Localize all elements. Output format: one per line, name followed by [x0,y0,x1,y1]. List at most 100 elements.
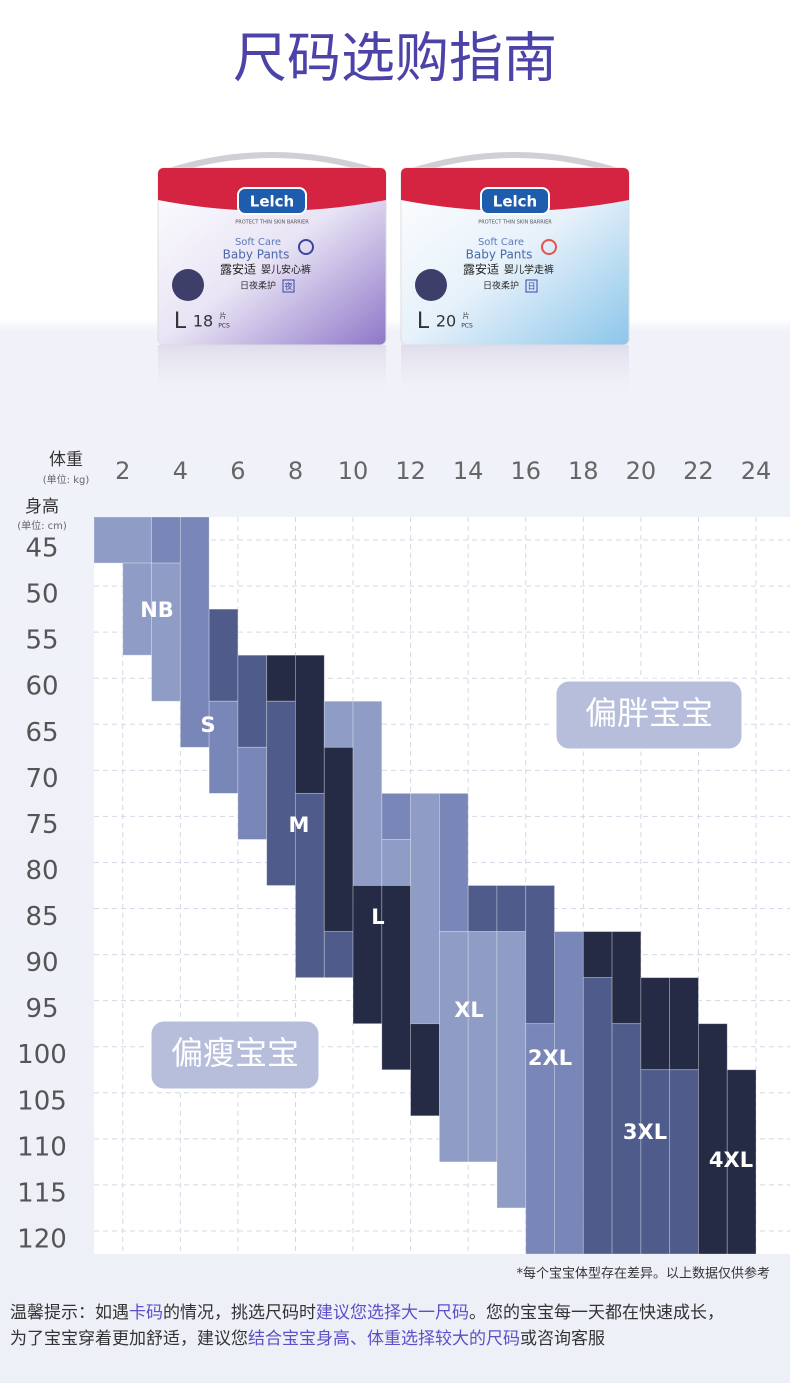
x-axis-label: 体重 [49,450,83,470]
size-label: M [289,813,310,837]
pack-product: 婴儿安心裤 [261,263,311,276]
size-label: L [371,905,384,929]
tip-text: 的情况，挑选尺码时 [163,1303,316,1323]
size-block [323,931,354,979]
product-pack: Lelch PROTECT THIN SKIN BARRIER Soft CareB… [157,152,387,405]
size-block [698,1023,728,1255]
pack-product: 婴儿学走裤 [504,263,554,276]
footnote: *每个宝宝体型存在差异。以上数据仅供参考 [516,1266,770,1282]
pack-logo [237,187,307,215]
pack-size: L [174,309,187,334]
pack-badge-box [282,279,295,293]
pack-size: L [417,309,430,334]
x-tick-label: 8 [288,457,303,485]
size-block [611,931,642,1025]
size-block [295,654,325,794]
pack-pcs: PCS [461,323,473,330]
size-block [151,562,181,702]
tip-text: 或咨询客服 [520,1329,605,1349]
size-block [323,700,354,748]
size-block [525,1023,555,1255]
pack-badge: 日 [528,282,536,291]
y-tick-label: 95 [25,994,58,1024]
size-block [266,700,296,886]
x-tick-label: 4 [173,457,188,485]
size-block [237,654,268,748]
size-block [496,885,527,932]
size-block [352,885,383,1025]
tip-line: 为了宝宝穿着更加舒适，建议您结合宝宝身高、体重选择较大的尺码或咨询客服 [10,1326,790,1352]
size-block [323,746,354,932]
y-tick-label: 75 [25,810,58,840]
tip: 温馨提示：如遇卡码的情况，挑选尺码时建议您选择大一尺码。您的宝宝每一天都在快速成… [10,1300,790,1352]
pack-count: 18 [193,312,213,331]
pack-logo [480,187,550,215]
size-label: S [200,713,215,737]
pack-line2: Baby Pants [223,248,290,262]
size-block [582,977,613,1255]
pack-name-cn: 露安适 [220,262,256,277]
size-block [467,885,498,932]
size-block [640,977,671,1071]
tip-highlight: 建议您选择大一尺码 [316,1303,469,1323]
size-block [93,516,152,564]
pack-brand: Lelch [493,193,537,211]
pack-feature: 日夜柔护 [240,280,276,292]
size-block [151,516,181,564]
x-tick-label: 12 [395,457,426,485]
y-tick-label: 55 [25,626,58,656]
y-tick-label: 65 [25,718,58,748]
pack-icon [541,239,557,255]
product-pack: Lelch PROTECT THIN SKIN BARRIER Soft CareB… [400,152,630,405]
pack-name-cn: 露安适 [463,262,499,277]
size-block [266,654,296,702]
size-block [554,931,584,1255]
y-tick-label: 45 [25,534,58,564]
tip-text: 。您的宝宝每一天都在快速成长， [469,1303,724,1323]
tip-line: 温馨提示：如遇卡码的情况，挑选尺码时建议您选择大一尺码。您的宝宝每一天都在快速成… [10,1300,790,1326]
pack-feature: 日夜柔护 [483,280,519,292]
y-tick-label: 70 [25,764,58,794]
y-tick-label: 85 [25,902,58,932]
annotation-bubble [148,1018,322,1092]
tip-highlight: 卡码 [129,1303,163,1323]
pack-unit: 片 [463,311,470,320]
pack-icon [298,239,314,255]
x-tick-label: 10 [338,457,369,485]
size-block [410,1023,440,1117]
pack-tagline: PROTECT THIN SKIN BARRIER [478,220,552,226]
pack-tagline: PROTECT THIN SKIN BARRIER [235,220,309,226]
y-tick-label: 60 [25,672,58,702]
pack-badge-box [525,279,538,293]
size-block [611,1023,642,1255]
page-title: 尺码选购指南 [233,27,557,90]
x-tick-label: 14 [453,457,484,485]
pack-emblem [415,269,447,301]
x-tick-label: 24 [741,457,772,485]
x-tick-label: 2 [115,457,130,485]
annotation-bubble [553,678,745,752]
x-tick-label: 6 [230,457,245,485]
pack-pcs: PCS [218,323,230,330]
y-axis-unit: (单位: cm) [17,519,67,532]
x-tick-label: 22 [683,457,714,485]
annotation-text: 偏胖宝宝 [585,694,713,732]
pack-unit: 片 [220,311,227,320]
tip-highlight: 结合宝宝身高、体重选择较大的尺码 [248,1329,520,1349]
pack-count: 20 [436,312,456,331]
size-block [295,792,325,979]
size-block [438,792,469,932]
x-tick-label: 18 [568,457,599,485]
size-label: 3XL [623,1120,667,1144]
size-block [669,1069,699,1255]
pack-emblem [172,269,204,301]
size-block [438,931,469,1163]
size-block [208,608,239,702]
tip-text: 温馨提示：如遇 [10,1303,129,1323]
size-block [496,931,527,1209]
size-block [410,792,440,1025]
y-tick-label: 115 [17,1178,67,1208]
size-block [467,931,498,1163]
size-label: NB [140,598,174,622]
size-block [122,562,152,656]
